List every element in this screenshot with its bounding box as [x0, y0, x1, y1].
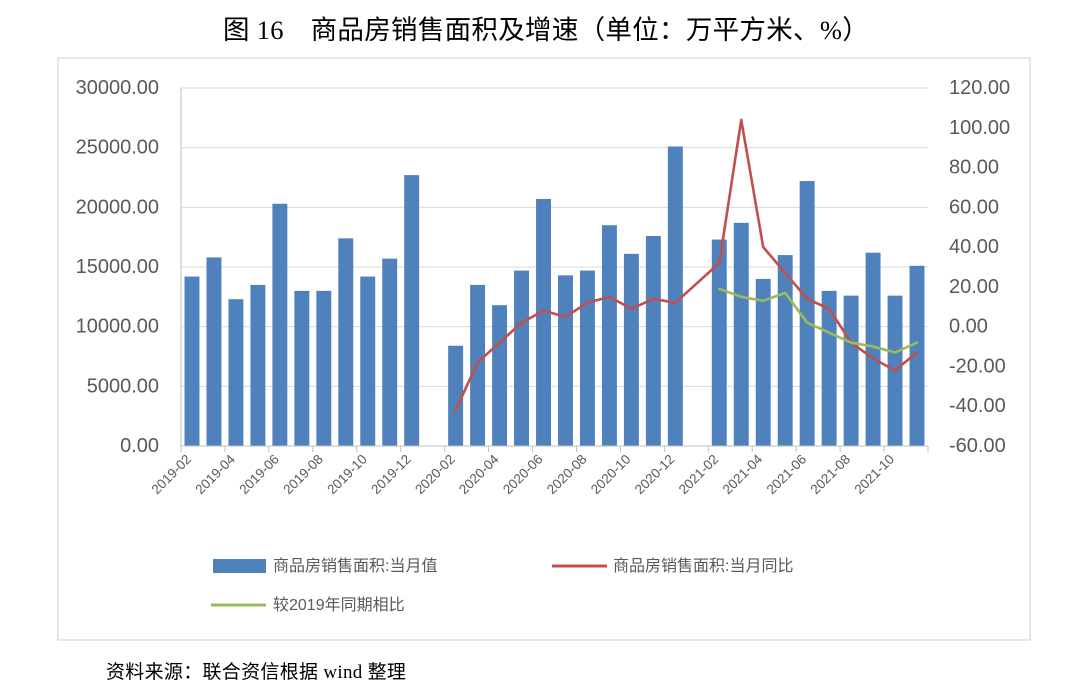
- svg-text:100.00: 100.00: [949, 117, 1010, 139]
- svg-text:20000.00: 20000.00: [76, 196, 159, 218]
- svg-text:25000.00: 25000.00: [76, 137, 159, 159]
- svg-text:-60.00: -60.00: [949, 435, 1006, 457]
- svg-text:较2019年同期相比: 较2019年同期相比: [273, 596, 405, 614]
- svg-text:120.00: 120.00: [949, 77, 1010, 99]
- svg-text:-40.00: -40.00: [949, 395, 1006, 417]
- svg-text:0.00: 0.00: [949, 316, 988, 338]
- svg-text:0.00: 0.00: [120, 435, 159, 457]
- svg-text:5000.00: 5000.00: [87, 375, 159, 397]
- svg-text:20.00: 20.00: [949, 276, 999, 298]
- svg-text:80.00: 80.00: [949, 157, 999, 179]
- svg-text:商品房销售面积:当月同比: 商品房销售面积:当月同比: [613, 557, 793, 575]
- svg-text:30000.00: 30000.00: [76, 77, 159, 99]
- svg-text:10000.00: 10000.00: [76, 316, 159, 338]
- svg-text:-20.00: -20.00: [949, 355, 1006, 377]
- svg-text:商品房销售面积:当月值: 商品房销售面积:当月值: [273, 557, 437, 575]
- svg-text:60.00: 60.00: [949, 196, 999, 218]
- svg-text:40.00: 40.00: [949, 236, 999, 258]
- svg-text:15000.00: 15000.00: [76, 256, 159, 278]
